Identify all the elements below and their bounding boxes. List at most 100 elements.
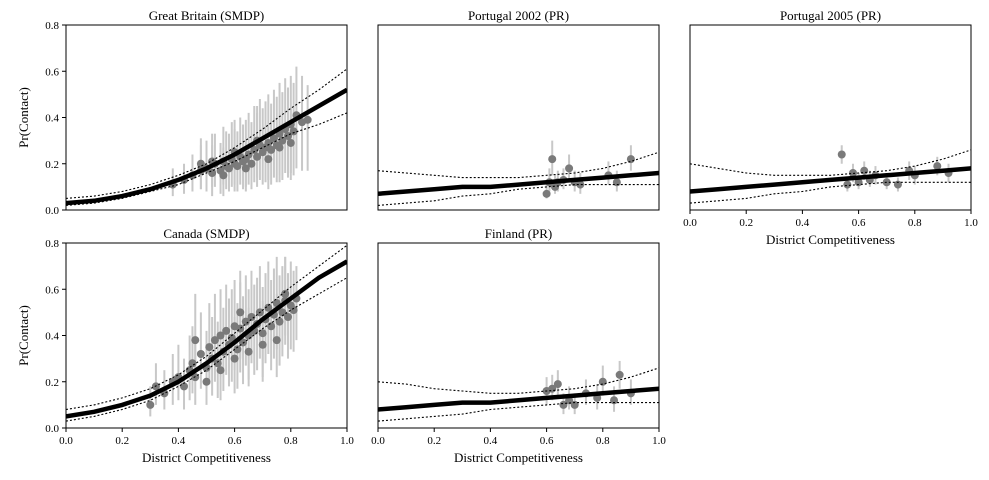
data-point [146,400,155,409]
data-point [258,340,267,349]
fit-line [690,166,971,194]
data-point [216,331,225,340]
x-tick-label: 0.2 [427,435,441,447]
data-point [626,155,635,164]
data-point [860,166,869,175]
data-point [191,336,200,345]
data-point [570,400,579,409]
y-tick-label: 0.8 [45,238,59,250]
data-point [258,329,267,338]
x-axis-label: District Competitiveness [454,450,583,465]
data-point [202,377,211,386]
fit-line [378,386,659,412]
data-layer [378,140,659,206]
panel-1: Great Britain (SMDP) 0.0 0.2 0.4 0.6 0.8 Pr(Co… [16,8,348,217]
panel-title: Portugal 2002 (PR) [468,8,569,23]
ci-lower-line [66,277,347,422]
data-point [286,138,295,147]
data-point [208,169,217,177]
y-tick-label: 0.8 [45,20,59,32]
data-point [196,159,205,168]
data-point [275,143,284,152]
data-point [565,164,574,173]
data-point [241,317,250,326]
data-point [848,169,857,177]
y-tick-label: 0.4 [45,331,59,343]
panel-title: Canada (SMDP) [163,226,249,241]
data-point [236,324,245,333]
data-point [241,164,250,173]
data-point [264,155,273,164]
data-point [854,178,863,187]
data-point [205,343,214,352]
data-point [264,303,273,312]
ci-lower-line [378,184,659,206]
panel-4: Canada (SMDP) 0.0 0.2 0.4 0.6 0.8 0.0 0.2 0.4 0.6… [16,226,354,465]
x-tick-label: 1.0 [652,435,666,447]
x-axis-label: District Competitiveness [142,450,271,465]
y-tick-label: 0.4 [45,113,59,125]
data-point [281,289,290,298]
data-point [253,152,262,161]
panel-3: Portugal 2005 (PR) 0.0 0.2 0.4 0.6 0.8 1.0 Dist… [683,8,978,247]
x-tick-label: 1.0 [964,217,978,229]
data-point [283,313,292,321]
data-point [553,380,562,389]
data-point [289,306,298,315]
fit-line [66,259,347,419]
plot-frame [377,242,660,429]
x-axis-label: District Competitiveness [766,232,895,247]
data-point [196,350,205,358]
data-point [247,313,256,321]
data-point [548,155,557,164]
y-axis-label: Pr(Contact) [16,87,31,148]
data-point [244,347,253,356]
data-point [247,159,256,168]
data-point [837,150,846,159]
data-layer [378,360,659,422]
y-tick-label: 0.0 [45,423,59,435]
data-point [216,366,225,375]
x-tick-label: 0.8 [908,217,922,229]
panel-title: Great Britain (SMDP) [149,8,265,23]
y-tick-label: 0.2 [45,159,59,171]
data-point [289,127,298,136]
data-point [233,162,242,171]
data-point [227,333,236,342]
panel-title: Finland (PR) [485,226,553,241]
x-tick-label: 0.6 [852,217,866,229]
data-point [610,396,619,405]
data-point [269,134,278,143]
data-layer [66,244,347,422]
fit-line [66,87,347,206]
data-point [224,164,233,173]
x-tick-label: 0.2 [739,217,753,229]
x-tick-label: 0.8 [596,435,610,447]
ci-upper-line [66,244,347,411]
x-tick-label: 0.0 [683,217,697,229]
ci-upper-line [378,367,659,394]
data-point [576,180,585,189]
y-axis-label: Pr(Contact) [16,305,31,366]
x-tick-label: 0.0 [59,435,73,447]
ci-upper-line [690,149,971,176]
data-point [272,336,281,345]
x-tick-label: 0.4 [484,435,498,447]
data-point [542,189,551,198]
data-point [219,171,228,180]
y-tick-label: 0.2 [45,377,59,389]
x-tick-label: 0.0 [371,435,385,447]
data-point [612,178,621,187]
data-point [230,354,239,363]
data-point [188,359,197,368]
ci-upper-line [66,68,347,199]
data-point [615,370,624,379]
data-layer [690,145,971,204]
data-point [264,138,273,147]
ci-lower-line [378,402,659,422]
data-point [278,308,287,317]
plot-frame [689,24,972,211]
data-point [222,326,231,335]
data-point [267,145,276,154]
